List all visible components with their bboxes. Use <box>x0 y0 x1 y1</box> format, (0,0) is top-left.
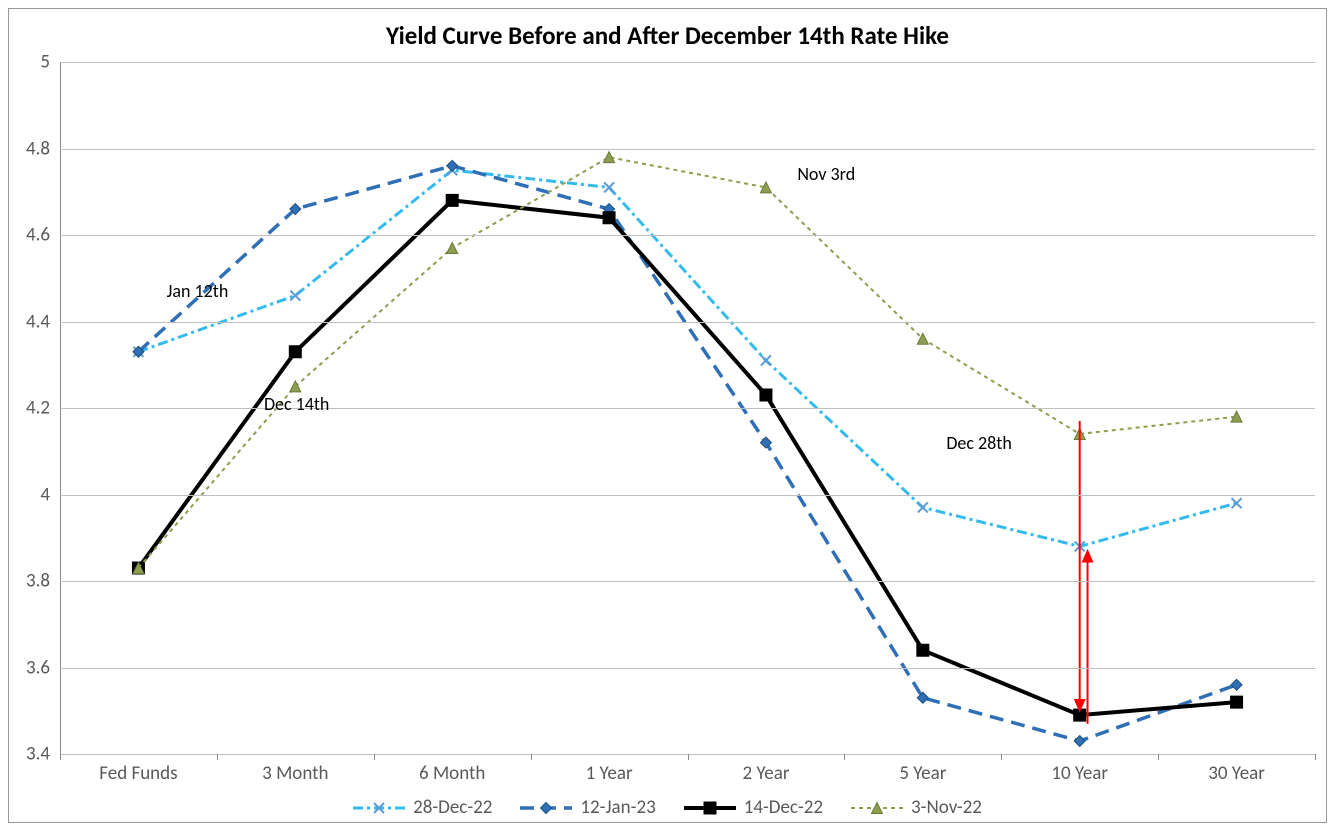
series-marker <box>1231 679 1242 690</box>
series-marker <box>447 242 458 253</box>
legend: 28-Dec-22 12-Jan-23 14-Dec-22 3-Nov-22 <box>0 796 1335 819</box>
gridline <box>60 495 1315 496</box>
series-line <box>138 170 1236 546</box>
plot-area: 3.43.63.844.24.44.64.85Fed Funds3 Month6… <box>60 62 1315 754</box>
x-tick-label: 1 Year <box>586 754 633 785</box>
x-tick-label: Fed Funds <box>99 754 177 785</box>
legend-swatch <box>353 798 405 818</box>
yield-curve-chart: Yield Curve Before and After December 14… <box>0 0 1335 831</box>
legend-label: 3-Nov-22 <box>911 796 982 819</box>
y-tick-label: 3.6 <box>26 656 60 679</box>
chart-title: Yield Curve Before and After December 14… <box>0 20 1335 51</box>
legend-swatch <box>684 798 736 818</box>
series-marker <box>1231 696 1243 708</box>
legend-label: 14-Dec-22 <box>744 796 823 819</box>
y-tick-label: 4.4 <box>26 310 60 333</box>
series-marker <box>446 194 458 206</box>
x-tick-label: 2 Year <box>742 754 789 785</box>
x-tick <box>1001 754 1002 760</box>
series-marker <box>1232 498 1242 508</box>
x-tick-label: 6 Month <box>419 754 485 785</box>
x-tick <box>688 754 689 760</box>
y-tick-label: 4.8 <box>26 137 60 160</box>
legend-label: 12-Jan-23 <box>580 796 655 819</box>
chart-annotation: Dec 14th <box>264 393 329 415</box>
gridline <box>60 668 1315 669</box>
y-tick-label: 5 <box>40 51 60 74</box>
x-tick <box>844 754 845 760</box>
chart-annotation: Nov 3rd <box>797 163 855 185</box>
series-marker <box>760 389 772 401</box>
series-marker <box>1074 736 1085 747</box>
series-line <box>138 157 1236 568</box>
legend-swatch <box>520 798 572 818</box>
x-tick-label: 3 Month <box>262 754 328 785</box>
gridline <box>60 322 1315 323</box>
legend-item: 3-Nov-22 <box>851 796 982 819</box>
x-tick <box>60 754 61 760</box>
x-tick <box>217 754 218 760</box>
gridline <box>60 149 1315 150</box>
gridline <box>60 235 1315 236</box>
legend-item: 12-Jan-23 <box>520 796 655 819</box>
y-tick-label: 4.2 <box>26 397 60 420</box>
x-tick-label: 10 Year <box>1051 754 1108 785</box>
series-line <box>138 200 1236 715</box>
x-tick <box>1315 754 1316 760</box>
y-tick-label: 4.6 <box>26 224 60 247</box>
series-marker <box>918 502 928 512</box>
x-tick-label: 5 Year <box>899 754 946 785</box>
series-marker <box>289 346 301 358</box>
gridline <box>60 408 1315 409</box>
legend-item: 14-Dec-22 <box>684 796 823 819</box>
legend-label: 28-Dec-22 <box>413 796 492 819</box>
x-tick <box>374 754 375 760</box>
gridline <box>60 581 1315 582</box>
chart-annotation: Dec 28th <box>946 432 1011 454</box>
series-marker <box>290 381 301 392</box>
y-tick-label: 3.8 <box>26 570 60 593</box>
series-marker <box>604 182 614 192</box>
x-tick-label: 30 Year <box>1208 754 1265 785</box>
gridline <box>60 62 1315 63</box>
series-line <box>138 166 1236 741</box>
x-tick <box>1158 754 1159 760</box>
y-tick-label: 4 <box>40 483 60 506</box>
series-marker <box>761 355 771 365</box>
chart-annotation: Jan 12th <box>167 280 229 302</box>
legend-swatch <box>851 798 903 818</box>
series-marker <box>603 212 615 224</box>
legend-item: 28-Dec-22 <box>353 796 492 819</box>
x-tick <box>531 754 532 760</box>
series-marker <box>917 644 929 656</box>
series-marker <box>1074 709 1086 721</box>
y-tick-label: 3.4 <box>26 743 60 766</box>
